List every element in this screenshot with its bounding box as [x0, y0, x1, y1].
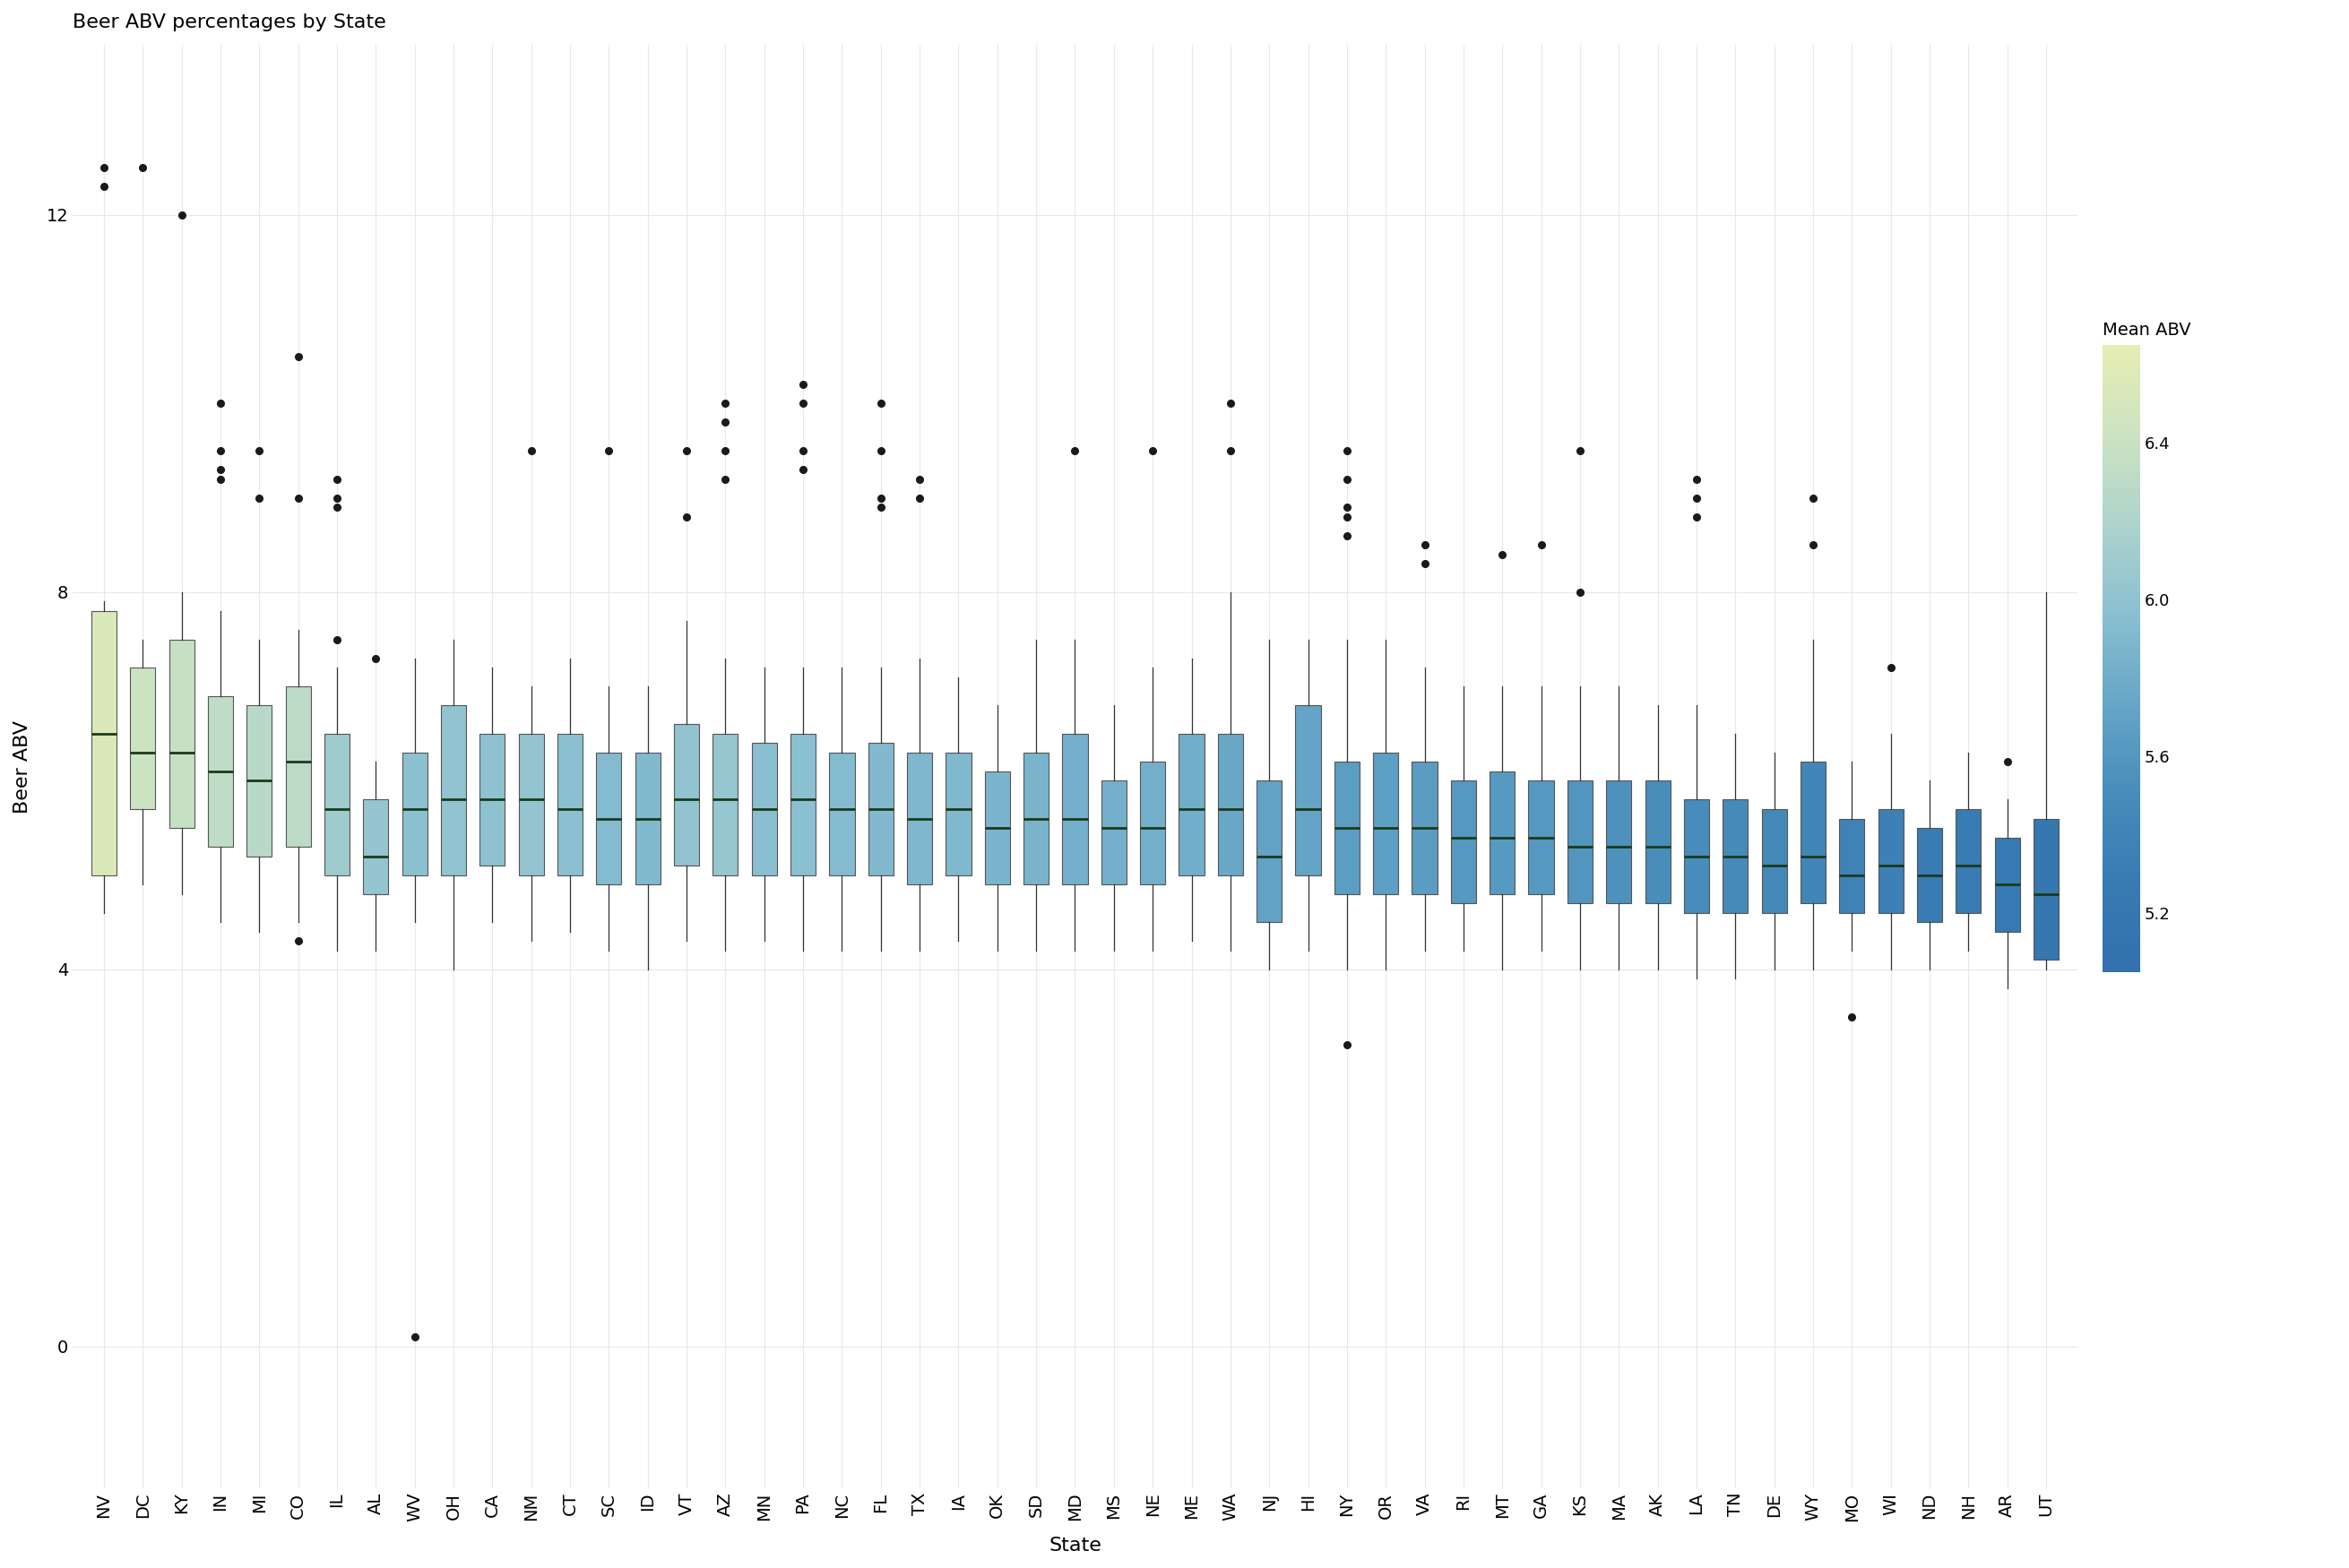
- Bar: [1799, 762, 1825, 903]
- Bar: [1607, 781, 1633, 903]
- Bar: [1062, 734, 1088, 884]
- Bar: [1257, 781, 1283, 922]
- Bar: [674, 724, 700, 866]
- Bar: [92, 612, 117, 875]
- Bar: [1217, 734, 1243, 875]
- Bar: [1839, 818, 1865, 913]
- Bar: [557, 734, 583, 875]
- Bar: [869, 743, 893, 875]
- Bar: [712, 734, 738, 875]
- Bar: [792, 734, 815, 875]
- Bar: [2034, 818, 2058, 960]
- Bar: [324, 734, 350, 875]
- Bar: [1917, 828, 1943, 922]
- Bar: [1644, 781, 1670, 903]
- Bar: [287, 687, 310, 847]
- Bar: [1374, 753, 1398, 894]
- Y-axis label: Beer ABV: Beer ABV: [14, 720, 31, 814]
- Bar: [1529, 781, 1553, 894]
- Bar: [1024, 753, 1048, 884]
- Bar: [1139, 762, 1165, 884]
- Bar: [634, 753, 660, 884]
- X-axis label: State: State: [1048, 1537, 1102, 1554]
- Bar: [1489, 771, 1515, 894]
- Bar: [207, 696, 233, 847]
- Bar: [1879, 809, 1903, 913]
- Bar: [829, 753, 855, 875]
- Bar: [752, 743, 778, 875]
- Bar: [442, 706, 465, 875]
- Bar: [169, 640, 195, 828]
- Bar: [947, 753, 970, 875]
- Bar: [1102, 781, 1128, 884]
- Bar: [597, 753, 622, 884]
- Bar: [1294, 706, 1320, 875]
- Bar: [1452, 781, 1475, 903]
- Bar: [247, 706, 272, 856]
- Bar: [1412, 762, 1438, 894]
- Bar: [1994, 837, 2020, 931]
- Bar: [364, 800, 388, 894]
- Bar: [1179, 734, 1205, 875]
- Bar: [1567, 781, 1593, 903]
- Bar: [1334, 762, 1360, 894]
- Bar: [1722, 800, 1748, 913]
- Bar: [1684, 800, 1710, 913]
- Text: Mean ABV: Mean ABV: [2102, 321, 2192, 339]
- Bar: [907, 753, 933, 884]
- Bar: [519, 734, 545, 875]
- Bar: [479, 734, 505, 866]
- Bar: [402, 753, 428, 875]
- Bar: [1762, 809, 1788, 913]
- Text: Beer ABV percentages by State: Beer ABV percentages by State: [73, 14, 385, 31]
- Bar: [1957, 809, 1980, 913]
- Bar: [129, 668, 155, 809]
- Bar: [984, 771, 1010, 884]
